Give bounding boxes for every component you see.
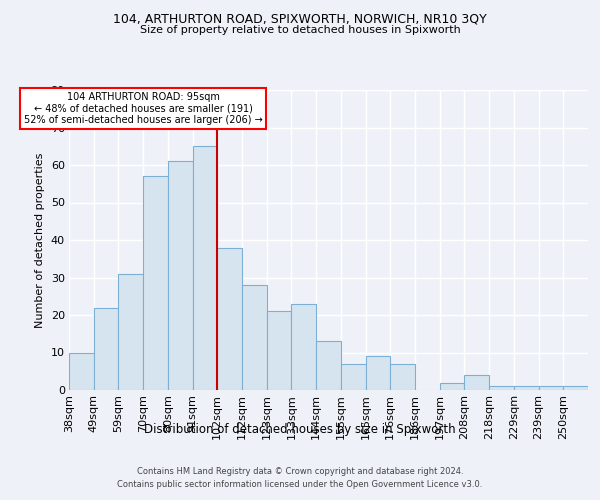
Bar: [217, 248, 242, 390]
Bar: [563, 386, 588, 390]
Bar: [193, 146, 217, 390]
Bar: [440, 382, 464, 390]
Text: Size of property relative to detached houses in Spixworth: Size of property relative to detached ho…: [140, 25, 460, 35]
Text: 104, ARTHURTON ROAD, SPIXWORTH, NORWICH, NR10 3QY: 104, ARTHURTON ROAD, SPIXWORTH, NORWICH,…: [113, 12, 487, 26]
Bar: [316, 341, 341, 390]
Text: Contains HM Land Registry data © Crown copyright and database right 2024.: Contains HM Land Registry data © Crown c…: [137, 468, 463, 476]
Bar: [390, 364, 415, 390]
Bar: [168, 161, 193, 390]
Bar: [267, 311, 292, 390]
Bar: [365, 356, 390, 390]
Bar: [514, 386, 539, 390]
Y-axis label: Number of detached properties: Number of detached properties: [35, 152, 45, 328]
Bar: [489, 386, 514, 390]
Bar: [143, 176, 168, 390]
Text: 104 ARTHURTON ROAD: 95sqm
← 48% of detached houses are smaller (191)
52% of semi: 104 ARTHURTON ROAD: 95sqm ← 48% of detac…: [24, 92, 263, 125]
Bar: [118, 274, 143, 390]
Bar: [341, 364, 365, 390]
Bar: [539, 386, 563, 390]
Bar: [94, 308, 118, 390]
Bar: [464, 375, 489, 390]
Bar: [292, 304, 316, 390]
Text: Distribution of detached houses by size in Spixworth: Distribution of detached houses by size …: [144, 422, 456, 436]
Text: Contains public sector information licensed under the Open Government Licence v3: Contains public sector information licen…: [118, 480, 482, 489]
Bar: [69, 352, 94, 390]
Bar: [242, 285, 267, 390]
